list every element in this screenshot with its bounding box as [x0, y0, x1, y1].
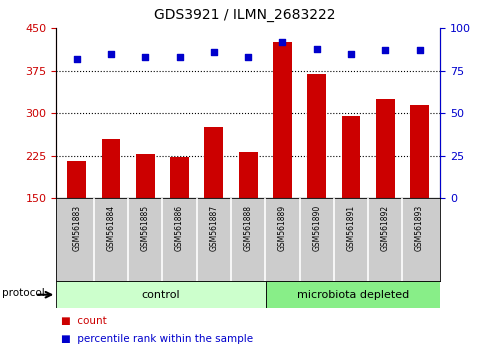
Text: control: control: [142, 290, 180, 300]
Bar: [238, 152, 257, 198]
Text: GSM561891: GSM561891: [346, 205, 355, 251]
Text: ■  count: ■ count: [61, 316, 107, 326]
Point: [244, 55, 252, 60]
Text: GSM561887: GSM561887: [209, 205, 218, 251]
Bar: [409, 105, 428, 198]
Text: GSM561890: GSM561890: [311, 205, 321, 251]
Bar: [56, 281, 265, 308]
Text: GSM561893: GSM561893: [414, 205, 423, 251]
Bar: [170, 158, 189, 198]
Text: protocol: protocol: [2, 288, 45, 298]
Text: GSM561892: GSM561892: [380, 205, 389, 251]
Point: [381, 47, 388, 53]
Point: [73, 56, 81, 62]
Bar: [136, 154, 155, 198]
Point: [141, 55, 149, 60]
Bar: [375, 99, 394, 198]
Text: ■  percentile rank within the sample: ■ percentile rank within the sample: [61, 334, 253, 344]
Text: GSM561886: GSM561886: [175, 205, 184, 251]
Point: [107, 51, 115, 57]
Point: [175, 55, 183, 60]
Bar: [272, 42, 291, 198]
Bar: [306, 74, 325, 198]
Text: GSM561885: GSM561885: [141, 205, 149, 251]
Text: GDS3921 / ILMN_2683222: GDS3921 / ILMN_2683222: [153, 8, 335, 23]
Point: [312, 46, 320, 52]
Text: microbiota depleted: microbiota depleted: [296, 290, 408, 300]
Point: [415, 47, 423, 53]
Point: [346, 51, 354, 57]
Point: [278, 39, 286, 45]
Point: [209, 49, 217, 55]
Bar: [102, 139, 120, 198]
Bar: [341, 116, 360, 198]
Text: GSM561889: GSM561889: [277, 205, 286, 251]
Bar: [67, 161, 86, 198]
Text: GSM561888: GSM561888: [243, 205, 252, 251]
Text: GSM561883: GSM561883: [72, 205, 81, 251]
Bar: [204, 127, 223, 198]
Bar: [265, 281, 439, 308]
Text: GSM561884: GSM561884: [106, 205, 115, 251]
